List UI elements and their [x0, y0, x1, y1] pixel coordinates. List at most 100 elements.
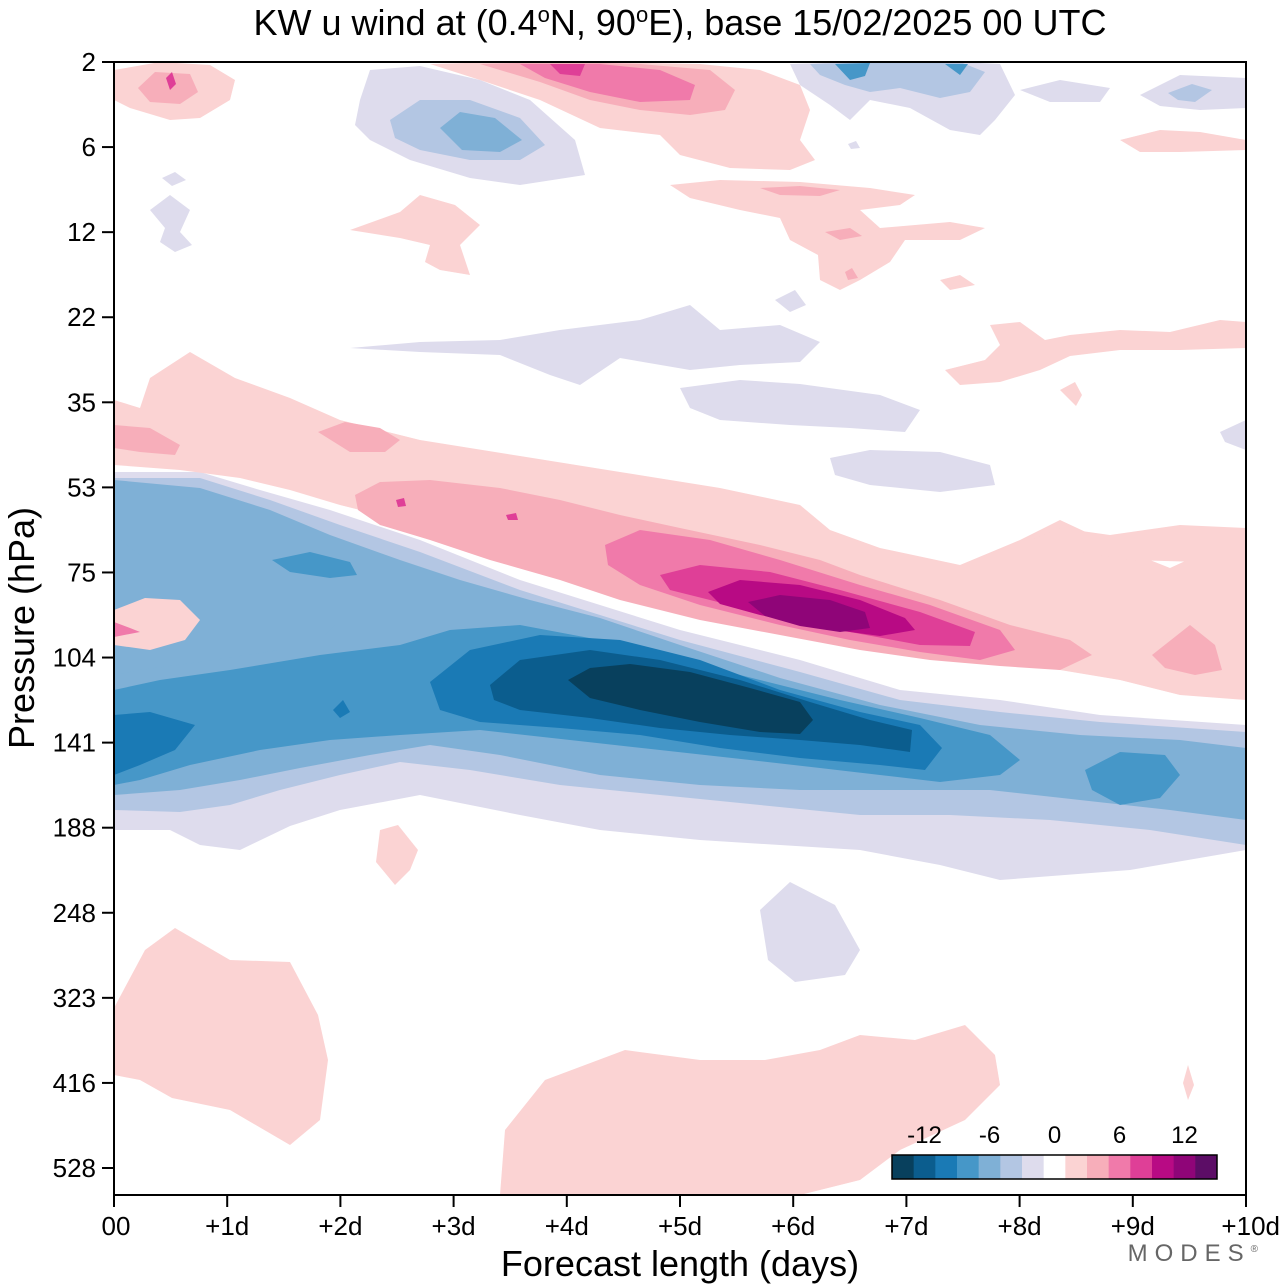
contour-shade-blue-3 [272, 552, 357, 578]
y-axis-label: Pressure (hPa) [1, 507, 42, 749]
title-part: E), base 15/02/2025 00 UTC [648, 2, 1107, 43]
chart-title: KW u wind at (0.4oN, 90oE), base 15/02/2… [0, 2, 1280, 44]
contour-shade-light-pink [1030, 525, 1246, 562]
x-tick-label: +3d [432, 1211, 476, 1241]
contour-shade-lavender [1220, 420, 1246, 450]
y-tick-label: 416 [53, 1068, 96, 1098]
colorbar-swatch [1022, 1155, 1045, 1179]
contour-shade-blue-2 [440, 112, 522, 152]
y-tick-label: 6 [82, 132, 96, 162]
contour-shade-blue-3 [1085, 752, 1180, 805]
contour-shade-lavender [760, 882, 860, 982]
y-tick-label: 141 [53, 728, 96, 758]
contour-shade-light-pink [114, 928, 328, 1145]
contour-shade-pink-3 [114, 622, 140, 637]
contour-shade-lavender [830, 450, 995, 492]
contour-shade-light-pink [350, 195, 480, 275]
contour-shade-blue-4 [333, 700, 350, 718]
y-tick-label: 528 [53, 1153, 96, 1183]
contour-shade-pink-2 [318, 422, 400, 452]
contour-shade-pink-5 [396, 498, 406, 507]
y-tick-label: 323 [53, 983, 96, 1013]
colorbar-tick-label: -12 [907, 1122, 942, 1149]
contour-shade-pink-2 [760, 186, 840, 196]
contour-shade-light-pink [1120, 130, 1246, 152]
contour-shade-pink-2 [114, 425, 180, 455]
x-tick-label: +6d [771, 1211, 815, 1241]
colorbar-swatch [1043, 1155, 1066, 1179]
contour-shade-lavender [1020, 80, 1110, 102]
contour-shade-lavender [150, 195, 192, 252]
colorbar-tick-label: -6 [979, 1122, 1000, 1149]
degree-mark: o [635, 2, 649, 27]
contour-shade-lavender [162, 172, 186, 186]
colorbar-swatch [978, 1155, 1001, 1179]
contour-shade-blue-4 [114, 712, 195, 775]
x-tick-label: +9d [1111, 1211, 1155, 1241]
y-tick-label: 22 [67, 302, 96, 332]
contour-shade-light-pink [376, 825, 418, 885]
contour-shade-light-pink [1060, 382, 1082, 406]
contour-shade-blue-6 [568, 664, 813, 734]
colorbar-swatch [1087, 1155, 1110, 1179]
colorbar-tick-label: 0 [1048, 1122, 1061, 1149]
contour-shade-light-pink [500, 1025, 1000, 1195]
colorbar-swatch [1130, 1155, 1153, 1179]
x-tick-label: +1d [205, 1211, 249, 1241]
x-tick-label: +5d [658, 1211, 702, 1241]
contour-shade-light-pink [670, 180, 985, 290]
contour-shade-pink-6 [748, 595, 870, 632]
x-tick-label: +7d [884, 1211, 928, 1241]
colorbar-swatch [1000, 1155, 1023, 1179]
x-tick-label: +2d [318, 1211, 362, 1241]
contour-shade-pink-2 [138, 72, 198, 104]
contour-shade-pink-2 [1152, 625, 1222, 675]
watermark-mark: ® [1250, 1244, 1258, 1255]
colorbar: -12 -6 0 6 12 [891, 1122, 1218, 1180]
contour-shade-light-pink [1183, 1065, 1194, 1100]
contour-shade-blue-1 [1168, 84, 1212, 102]
contour-shade-pink-4 [166, 72, 176, 90]
contour-shade-lavender [848, 141, 860, 149]
degree-mark: o [537, 2, 550, 27]
filled-contours [114, 62, 1246, 1195]
title-part: KW u wind at (0.4 [253, 2, 538, 43]
y-axis-ticks: 2 6 12 22 35 53 75 104 141 188 248 323 416 528 [53, 47, 114, 1183]
watermark-text: MODES [1127, 1240, 1251, 1267]
colorbar-tick-label: 6 [1113, 1122, 1126, 1149]
modes-watermark: MODES® [1128, 1240, 1258, 1268]
contour-shade-pink-2 [845, 268, 858, 280]
y-tick-label: 53 [67, 472, 96, 502]
contour-shade-pink-5 [506, 513, 518, 520]
y-tick-label: 35 [67, 387, 96, 417]
x-tick-label: +8d [998, 1211, 1042, 1241]
contour-shade-blue-3 [835, 63, 870, 80]
colorbar-swatch [892, 1155, 915, 1179]
contour-shade-pink-2 [825, 228, 862, 240]
contour-shade-lavender [680, 380, 920, 432]
x-tick-label: +10d [1221, 1211, 1280, 1241]
contour-shade-light-pink [945, 320, 1246, 385]
colorbar-swatch [935, 1155, 958, 1179]
colorbar-swatch [913, 1155, 936, 1179]
colorbar-swatch [1108, 1155, 1131, 1179]
contour-shade-blue-3 [945, 64, 968, 75]
title-part: N, 90 [549, 2, 636, 43]
y-tick-label: 188 [53, 813, 96, 843]
colorbar-swatch [1065, 1155, 1088, 1179]
colorbar-tick-label: 12 [1171, 1122, 1198, 1149]
contour-shade-pink-4 [550, 64, 585, 76]
x-axis-ticks: 00 +1d +2d +3d +4d +5d +6d +7d +8d +9d +10d [102, 1195, 1280, 1241]
colorbar-swatch [1152, 1155, 1175, 1179]
colorbar-swatch [957, 1155, 980, 1179]
y-tick-label: 248 [53, 898, 96, 928]
x-axis-label: Forecast length (days) [501, 1243, 859, 1284]
x-tick-label: 00 [102, 1211, 131, 1241]
y-tick-label: 75 [67, 557, 96, 587]
contour-shade-light-pink [940, 275, 975, 290]
contour-shade-light-pink [114, 598, 200, 650]
x-tick-label: +4d [545, 1211, 589, 1241]
colorbar-swatch [1173, 1155, 1196, 1179]
contour-shade-lavender [350, 305, 820, 385]
y-tick-label: 12 [67, 217, 96, 247]
